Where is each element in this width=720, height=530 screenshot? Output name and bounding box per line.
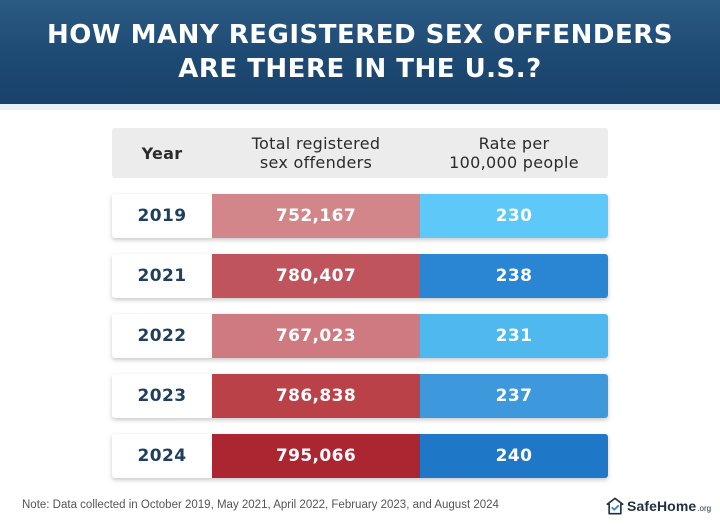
brand-name: SafeHome [627,498,697,514]
cell-year: 2022 [137,326,187,346]
brand-logo: SafeHome .org [606,494,711,518]
table-header: Year Total registered sex offenders Rate… [112,128,608,178]
column-header-total-label: Total registered sex offenders [251,134,381,172]
table-row: 2022 767,023 231 [112,314,608,358]
house-shield-icon [606,497,624,515]
brand-tld: .org [697,504,712,513]
cell-rate: 238 [420,254,608,298]
cell-total: 795,066 [212,434,420,478]
table-row: 2019 752,167 230 [112,194,608,238]
column-header-rate-label: Rate per 100,000 people [449,134,579,172]
cell-total: 786,838 [212,374,420,418]
header-banner: HOW MANY REGISTERED SEX OFFENDERS ARE TH… [0,0,720,110]
cell-total: 752,167 [212,194,420,238]
cell-total: 767,023 [212,314,420,358]
cell-total: 780,407 [212,254,420,298]
cell-rate: 240 [420,434,608,478]
column-header-total: Total registered sex offenders [212,128,420,178]
title-line-2: ARE THERE IN THE U.S.? [178,54,542,84]
cell-year: 2024 [137,446,187,466]
chart-title: HOW MANY REGISTERED SEX OFFENDERS ARE TH… [0,18,720,86]
cell-rate: 230 [420,194,608,238]
cell-rate: 231 [420,314,608,358]
table-row: 2024 795,066 240 [112,434,608,478]
footnote: Note: Data collected in October 2019, Ma… [22,499,499,511]
table-row: 2021 780,407 238 [112,254,608,298]
title-line-1: HOW MANY REGISTERED SEX OFFENDERS [47,20,673,50]
table-row: 2023 786,838 237 [112,374,608,418]
cell-year: 2021 [137,266,187,286]
column-header-rate: Rate per 100,000 people [420,128,608,178]
column-header-year: Year [141,143,183,163]
cell-year: 2019 [137,206,187,226]
cell-rate: 237 [420,374,608,418]
cell-year: 2023 [137,386,187,406]
